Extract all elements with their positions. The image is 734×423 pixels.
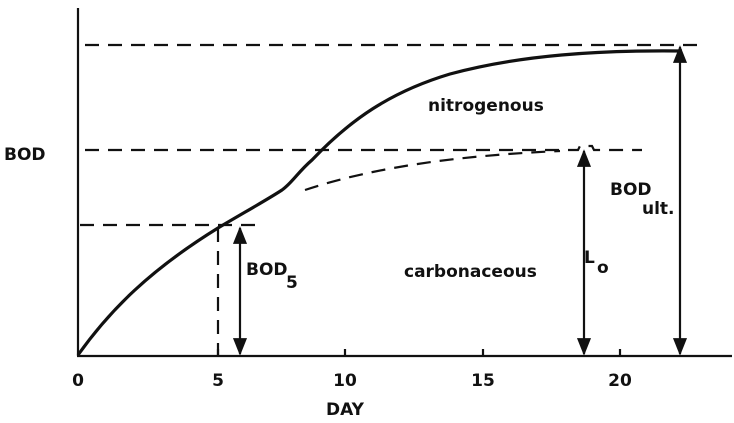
total-bod-curve bbox=[76, 49, 683, 356]
carbonaceous-level bbox=[85, 144, 642, 152]
x-tick-label: 0 bbox=[72, 371, 84, 391]
lo-label: L bbox=[584, 248, 595, 268]
bod-ult-label: BOD bbox=[610, 180, 652, 200]
x-axis-label: DAY bbox=[326, 400, 365, 420]
x-tick-label: 10 bbox=[333, 371, 357, 391]
carbonaceous-label: carbonaceous bbox=[404, 262, 537, 282]
bod5-subscript: 5 bbox=[286, 273, 298, 293]
x-tick-label: 20 bbox=[608, 371, 632, 391]
bod5-label: BOD bbox=[246, 260, 288, 280]
y-axis-label: BOD bbox=[4, 145, 46, 165]
carbonaceous-curve bbox=[304, 149, 561, 192]
x-tick-label: 15 bbox=[471, 371, 495, 391]
x-tick-label: 5 bbox=[212, 371, 224, 391]
bod-ult-subscript: ult. bbox=[642, 199, 675, 219]
lo-subscript: o bbox=[597, 258, 609, 278]
nitrogenous-label: nitrogenous bbox=[428, 96, 544, 116]
